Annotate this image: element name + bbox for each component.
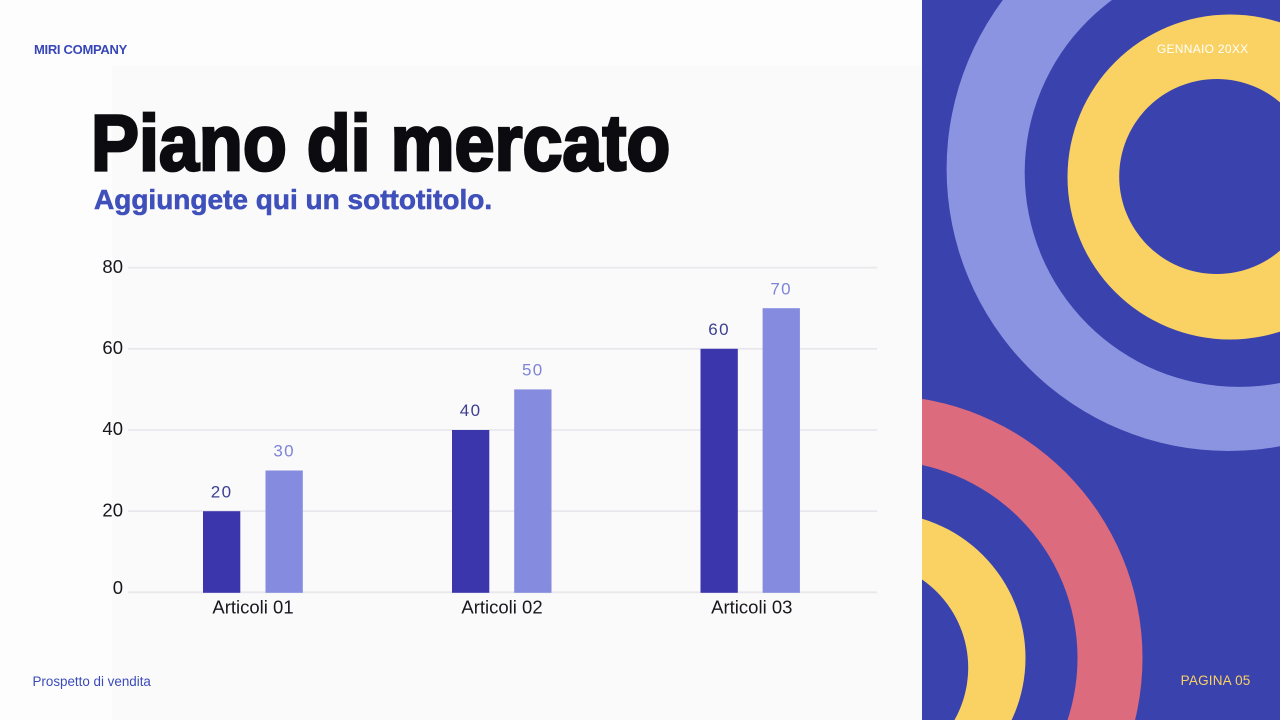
svg-text:Articoli 01: Articoli 01 xyxy=(212,597,293,618)
svg-text:70: 70 xyxy=(770,279,792,298)
svg-text:20: 20 xyxy=(102,499,123,520)
svg-text:60: 60 xyxy=(708,320,730,339)
svg-text:50: 50 xyxy=(522,361,544,380)
svg-text:Articoli 02: Articoli 02 xyxy=(461,597,542,618)
svg-text:80: 80 xyxy=(102,256,123,277)
svg-text:60: 60 xyxy=(102,337,123,358)
svg-text:40: 40 xyxy=(102,418,123,439)
svg-text:40: 40 xyxy=(460,401,482,420)
svg-text:Articoli 03: Articoli 03 xyxy=(711,597,792,618)
svg-text:0: 0 xyxy=(113,577,123,598)
svg-text:30: 30 xyxy=(273,442,295,461)
svg-text:20: 20 xyxy=(211,482,233,501)
